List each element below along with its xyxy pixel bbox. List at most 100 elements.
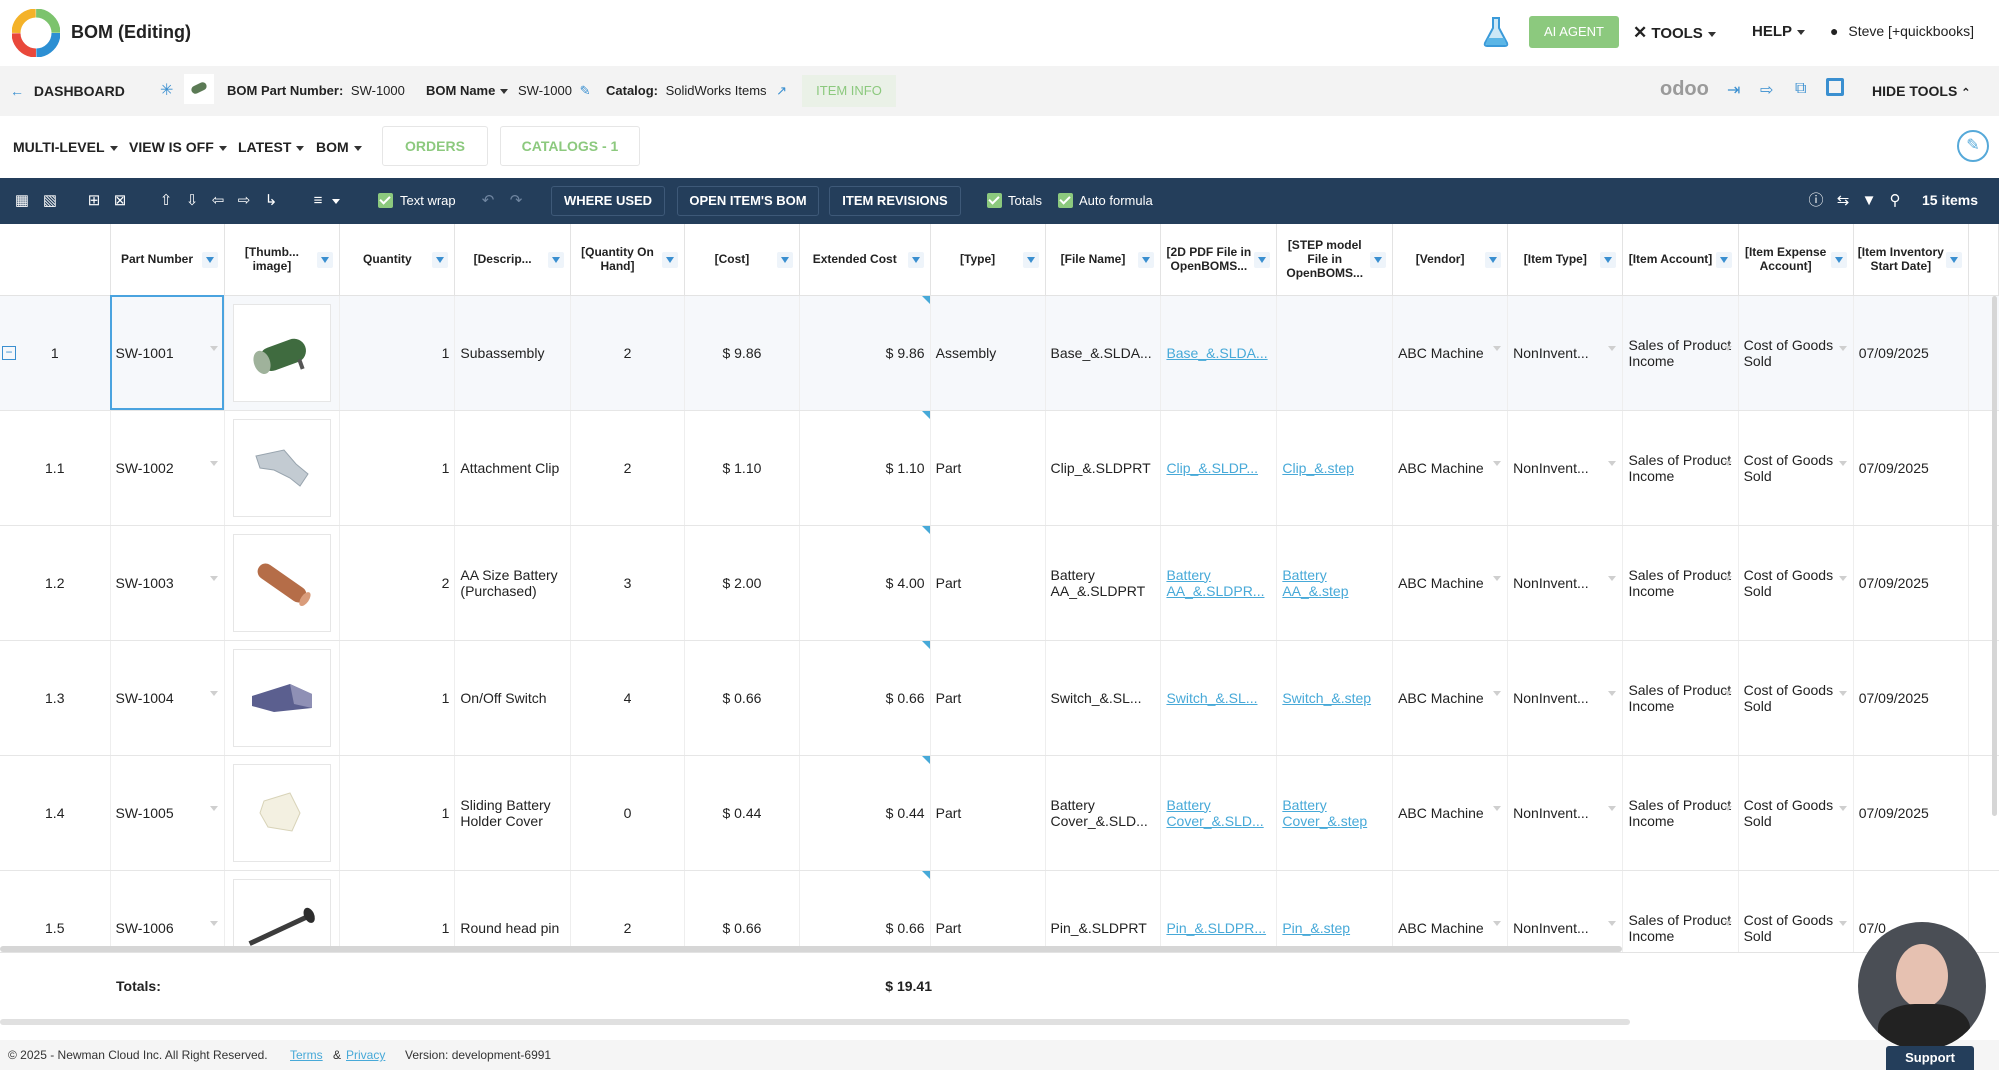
cell-vendor[interactable]: ABC Machine xyxy=(1392,870,1509,952)
thumbnail-cell[interactable] xyxy=(224,525,341,641)
filter-dropdown-icon[interactable] xyxy=(1830,252,1847,268)
cell-desc[interactable]: Attachment Clip xyxy=(454,410,571,526)
column-header[interactable]: [Item Expense Account] xyxy=(1738,224,1854,296)
cell-pdf-value[interactable]: Clip_&.SLDP... xyxy=(1166,459,1259,476)
cell-step-value[interactable]: Pin_&.step xyxy=(1282,919,1351,936)
cell-type[interactable]: Part xyxy=(930,870,1046,952)
cell-date[interactable]: 07/09/2025 xyxy=(1853,410,1969,526)
cell-pdf-value[interactable]: Base_&.SLDA... xyxy=(1166,344,1268,361)
auto-formula-checkbox[interactable] xyxy=(1058,193,1073,208)
cell-onhand[interactable]: 3 xyxy=(570,525,686,641)
filter-dropdown-icon[interactable] xyxy=(1715,252,1732,268)
cell-file[interactable]: Battery Cover_&.SLD... xyxy=(1045,755,1162,871)
cell-itype[interactable]: NonInvent... xyxy=(1507,870,1624,952)
cell-vendor[interactable]: ABC Machine xyxy=(1392,295,1509,411)
cell-pdf-value[interactable]: Battery Cover_&.SLD... xyxy=(1166,796,1264,829)
part-thumbnail-image[interactable] xyxy=(232,418,331,517)
part-thumbnail-image[interactable] xyxy=(232,533,331,632)
filter-dropdown-icon[interactable] xyxy=(1370,252,1387,268)
cell-step[interactable]: Battery AA_&.step xyxy=(1276,525,1394,641)
collapse-toggle-icon[interactable]: − xyxy=(2,345,16,360)
cell-type[interactable]: Part xyxy=(930,525,1046,641)
cell-pdf-value[interactable]: Pin_&.SLDPR... xyxy=(1166,919,1267,936)
footer-scrollbar[interactable] xyxy=(0,1019,1630,1025)
cell-level[interactable]: 1.4 xyxy=(0,755,111,871)
cell-date[interactable]: 07/09/2025 xyxy=(1853,295,1969,411)
move-down-icon[interactable]: ⇩ xyxy=(185,192,199,209)
openbom-logo[interactable] xyxy=(12,9,60,57)
column-header[interactable]: Extended Cost xyxy=(799,224,931,296)
chevron-down-icon[interactable] xyxy=(332,199,340,204)
cell-step-value[interactable]: Battery Cover_&.step xyxy=(1282,796,1368,829)
part-thumbnail-image[interactable] xyxy=(232,878,331,952)
pencil-icon[interactable]: ✎ xyxy=(579,83,591,98)
filter-dropdown-icon[interactable] xyxy=(1022,252,1039,268)
cell-pdf[interactable]: Base_&.SLDA... xyxy=(1160,295,1278,411)
filter-dropdown-icon[interactable] xyxy=(1945,252,1962,268)
cell-desc[interactable]: Subassembly xyxy=(454,295,571,411)
export-icon[interactable]: ⇨ xyxy=(1760,82,1774,99)
column-header[interactable]: Quantity xyxy=(339,224,456,296)
save-icon[interactable] xyxy=(1826,78,1844,96)
cell-type[interactable]: Part xyxy=(930,755,1046,871)
cell-dropdown-icon[interactable] xyxy=(1493,690,1502,696)
column-header[interactable]: [Cost] xyxy=(684,224,800,296)
column-header[interactable]: [Descrip... xyxy=(454,224,571,296)
tools-menu[interactable]: ✕ TOOLS xyxy=(1633,23,1716,43)
filter-dropdown-icon[interactable] xyxy=(1600,252,1617,268)
filter-dropdown-icon[interactable] xyxy=(317,252,334,268)
cell-level[interactable]: 1.1 xyxy=(0,410,111,526)
filter-dropdown-icon[interactable] xyxy=(662,252,679,268)
cell-qty[interactable]: 1 xyxy=(339,410,456,526)
cell-pdf[interactable]: Pin_&.SLDPR... xyxy=(1160,870,1278,952)
cell-onhand[interactable]: 0 xyxy=(570,755,686,871)
cell-account[interactable]: Sales of Product Income xyxy=(1622,410,1739,526)
dashboard-link[interactable]: ← DASHBOARD xyxy=(10,83,125,99)
thumbnail-cell[interactable] xyxy=(224,640,341,756)
cell-dropdown-icon[interactable] xyxy=(1723,460,1732,466)
structure-icon[interactable]: ✳ xyxy=(160,82,174,99)
swap-icon[interactable]: ⇆ xyxy=(1836,192,1850,209)
latest-dropdown[interactable]: LATEST xyxy=(238,139,305,155)
cell-part[interactable]: SW-1002 xyxy=(110,410,225,526)
cell-dropdown-icon[interactable] xyxy=(1723,805,1732,811)
item-info-button[interactable]: ITEM INFO xyxy=(802,75,896,107)
cell-step-value[interactable]: Battery AA_&.step xyxy=(1282,566,1349,599)
filter-dropdown-icon[interactable] xyxy=(1254,252,1271,268)
column-header[interactable]: [File Name] xyxy=(1045,224,1162,296)
cell-level[interactable]: 1.5 xyxy=(0,870,111,952)
user-menu[interactable]: ● Steve [+quickbooks] xyxy=(1830,23,1974,39)
column-header[interactable]: [Quantity On Hand] xyxy=(570,224,686,296)
cell-ext[interactable]: $ 1.10 xyxy=(799,410,931,526)
column-header[interactable]: [Item Type] xyxy=(1507,224,1624,296)
cell-qty[interactable]: 2 xyxy=(339,525,456,641)
cell-dropdown-icon[interactable] xyxy=(1608,805,1617,811)
cell-level[interactable]: 1.2 xyxy=(0,525,111,641)
hide-tools-button[interactable]: HIDE TOOLS ⌃ xyxy=(1872,83,1970,99)
cell-account[interactable]: Sales of Product Income xyxy=(1622,640,1739,756)
cell-part[interactable]: SW-1003 xyxy=(110,525,225,641)
cell-dropdown-icon[interactable] xyxy=(209,805,218,811)
filter-icon[interactable]: ▼ xyxy=(1861,192,1877,209)
share-icon[interactable]: ⧉ xyxy=(1795,80,1807,97)
cell-dropdown-icon[interactable] xyxy=(1493,575,1502,581)
cell-dropdown-icon[interactable] xyxy=(1723,690,1732,696)
privacy-link[interactable]: Privacy xyxy=(346,1048,386,1062)
cell-part[interactable]: SW-1006 xyxy=(110,870,225,952)
table-row[interactable]: 1.2 SW-1003 2 AA Size Battery (Purchased) 3 $… xyxy=(0,525,1999,641)
column-header[interactable]: [Thumb... image] xyxy=(224,224,341,296)
thumbnail-cell[interactable] xyxy=(224,755,341,871)
undo-icon[interactable]: ↶ xyxy=(481,192,495,209)
vertical-scrollbar[interactable] xyxy=(1992,296,1997,816)
filter-dropdown-icon[interactable] xyxy=(1485,252,1502,268)
cell-cost[interactable]: $ 1.10 xyxy=(684,410,800,526)
cell-qty[interactable]: 1 xyxy=(339,295,456,411)
cell-dropdown-icon[interactable] xyxy=(1723,920,1732,926)
column-header[interactable]: [Vendor] xyxy=(1392,224,1509,296)
cell-qty[interactable]: 1 xyxy=(339,640,456,756)
collapse-tree-icon[interactable]: ▧ xyxy=(42,192,58,209)
flask-icon[interactable] xyxy=(1482,16,1510,48)
cell-dropdown-icon[interactable] xyxy=(209,460,218,466)
column-header[interactable]: [Item Account] xyxy=(1622,224,1739,296)
help-menu[interactable]: HELP xyxy=(1752,23,1806,40)
